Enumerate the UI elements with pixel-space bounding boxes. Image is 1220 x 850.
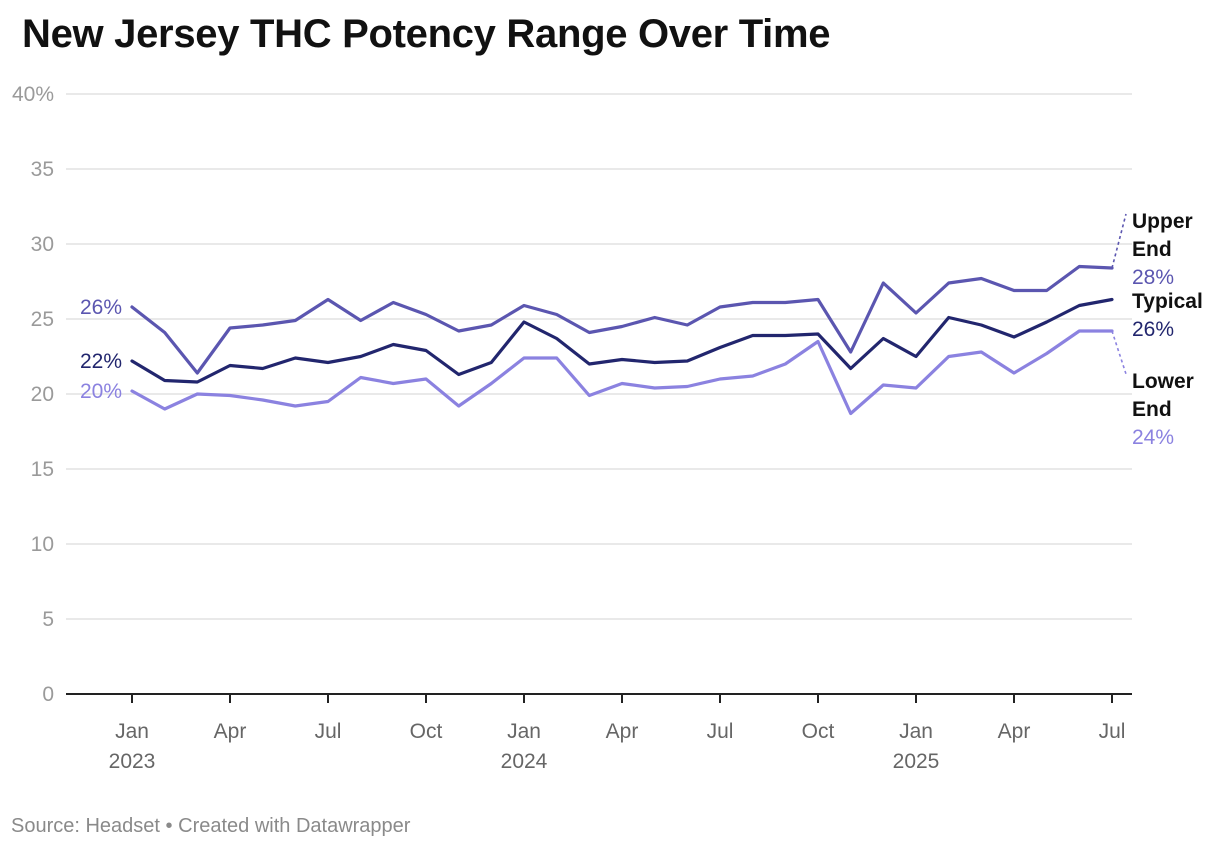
footer-separator: • [165,815,173,837]
start-label-upper: 26% [80,296,122,319]
leader-line-upper [1111,213,1127,269]
y-tick-label-15: 15 [31,458,54,481]
x-tick-label-2025-01: Jan [899,720,933,743]
series-line-upper [130,264,1114,375]
series-name-upper: Upper [1132,210,1193,233]
series-line-lower [130,329,1114,416]
end-label-upper: 28% [1132,266,1174,289]
x-tick-label-2023-10: Oct [410,720,443,743]
series-lines [130,264,1114,416]
x-tick-label-2024-01: Jan [507,720,541,743]
end-label-lower: 24% [1132,426,1174,449]
chart-title: New Jersey THC Potency Range Over Time [22,12,831,56]
y-tick-label-25: 25 [31,308,54,331]
y-tick-label-35: 35 [31,158,54,181]
y-tick-label-40: 40% [12,83,54,106]
series-name-lower: End [1132,398,1172,421]
start-label-typical: 22% [80,350,122,373]
x-tick-label-2023-04: Apr [214,720,247,743]
y-tick-label-30: 30 [31,233,54,256]
x-tick-label-2025-07: Jul [1099,720,1126,743]
y-tick-label-20: 20 [31,383,54,406]
series-name-lower: Lower [1132,370,1194,393]
series-labels: 26% 22% 20% Upper End 28%Typical 26% Lower End 24… [80,210,1203,449]
y-tick-label-10: 10 [31,533,54,556]
x-tick-label-2024-07: Jul [707,720,734,743]
x-tick-year-2023: 2023 [109,750,156,773]
start-label-lower: 20% [80,380,122,403]
x-tick-label-2024-04: Apr [606,720,639,743]
series-name-typical: Typical [1132,290,1203,313]
gridlines [66,93,1132,620]
created-with-label: Created with Datawrapper [178,815,411,837]
x-axis: Jan 2023 Apr Jul Oct Jan 2024 Apr Jul Oct Jan 2025 A… [66,693,1132,773]
source-label: Source: Headset [11,815,160,837]
x-tick-label-2024-10: Oct [802,720,835,743]
series-name-upper: End [1132,238,1172,261]
x-tick-label-2023-07: Jul [315,720,342,743]
leader-line-lower [1111,330,1127,375]
end-label-typical: 26% [1132,318,1174,341]
y-tick-label-5: 5 [42,608,54,631]
y-tick-label-0: 0 [42,683,54,706]
x-tick-year-2025: 2025 [893,750,940,773]
x-tick-year-2024: 2024 [501,750,548,773]
series-line-typical [130,297,1114,384]
chart-footer: Source: Headset • Created with Datawrapp… [11,815,410,838]
x-tick-label-2023-01: Jan [115,720,149,743]
x-tick-label-2025-04: Apr [998,720,1031,743]
y-axis-ticks: 0 5 10 15 20 25 30 35 40% [12,83,54,706]
